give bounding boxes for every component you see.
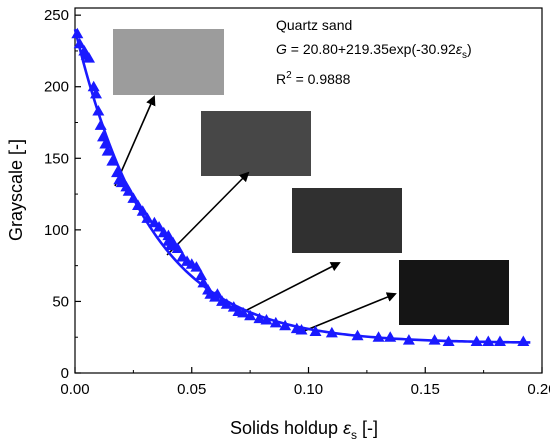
x-axis-title-main: Solids holdup bbox=[230, 418, 343, 438]
x-axis-title-symbol: ε bbox=[343, 418, 352, 438]
data-point bbox=[372, 331, 385, 342]
equation-subscript: s bbox=[462, 50, 467, 61]
y-tick-label: 50 bbox=[52, 293, 69, 310]
data-point bbox=[94, 119, 107, 130]
inset-image-2 bbox=[201, 111, 311, 176]
data-point bbox=[162, 229, 175, 241]
data-point bbox=[402, 334, 415, 345]
data-point bbox=[269, 316, 282, 328]
data-point bbox=[325, 326, 338, 338]
data-point bbox=[92, 105, 105, 116]
data-point bbox=[127, 192, 140, 203]
data-point bbox=[470, 335, 483, 347]
annotation-equation: G = 20.80+219.35exp(-30.92εs) bbox=[276, 41, 472, 61]
data-point bbox=[106, 155, 119, 166]
data-point bbox=[244, 309, 257, 321]
data-point bbox=[171, 242, 184, 253]
arrow-3 bbox=[240, 262, 341, 314]
x-tick-label: 0.00 bbox=[60, 381, 89, 398]
data-point bbox=[279, 319, 292, 331]
data-point bbox=[167, 236, 180, 248]
data-point bbox=[220, 298, 233, 309]
y-tick-label: 200 bbox=[44, 79, 69, 96]
y-tick-label: 250 bbox=[44, 7, 69, 24]
arrow-4 bbox=[303, 292, 397, 332]
data-point bbox=[73, 37, 86, 49]
data-point bbox=[97, 130, 110, 142]
equation-rhs-head: = 20.80+219.35exp(-30.92 bbox=[287, 41, 456, 57]
data-point bbox=[136, 205, 149, 216]
data-point bbox=[482, 335, 495, 347]
image-insets bbox=[113, 29, 509, 325]
y-axis-title: Grayscale [-] bbox=[6, 139, 26, 241]
inset-image-4 bbox=[399, 260, 509, 325]
r2-base: R bbox=[276, 71, 286, 87]
r2-value: = 0.9888 bbox=[292, 71, 351, 87]
x-axis-title-unit: [-] bbox=[357, 418, 378, 438]
data-point bbox=[132, 199, 145, 211]
data-point bbox=[90, 87, 103, 99]
data-point bbox=[428, 334, 441, 345]
inset-image-3 bbox=[292, 188, 402, 253]
data-point bbox=[83, 52, 96, 63]
data-point bbox=[190, 261, 203, 272]
data-point bbox=[517, 335, 530, 347]
data-point bbox=[211, 288, 224, 299]
data-point bbox=[253, 312, 266, 324]
r2-exponent: 2 bbox=[286, 70, 292, 81]
x-tick-label: 0.20 bbox=[527, 381, 550, 398]
x-axis-title-subscript: s bbox=[351, 428, 357, 442]
data-point bbox=[101, 145, 114, 156]
equation-tail: ) bbox=[467, 41, 472, 57]
y-tick-label: 0 bbox=[61, 365, 69, 382]
data-point bbox=[384, 331, 397, 342]
data-point bbox=[493, 335, 506, 347]
x-tick-label: 0.10 bbox=[294, 381, 323, 398]
data-point bbox=[111, 166, 124, 178]
data-point bbox=[71, 27, 84, 39]
data-point bbox=[141, 212, 154, 223]
data-point bbox=[99, 137, 112, 149]
data-point bbox=[197, 276, 210, 288]
data-point bbox=[351, 329, 364, 341]
y-tick-label: 100 bbox=[44, 222, 69, 239]
inset-image-1 bbox=[113, 29, 224, 95]
x-tick-label: 0.15 bbox=[411, 381, 440, 398]
data-point bbox=[153, 221, 166, 232]
data-point bbox=[195, 269, 208, 281]
data-point bbox=[260, 314, 273, 325]
data-point bbox=[87, 80, 100, 92]
y-tick-label: 150 bbox=[44, 150, 69, 167]
annotation-r-squared: R2 = 0.9888 bbox=[276, 70, 351, 87]
data-markers bbox=[71, 27, 530, 347]
arrow-2 bbox=[166, 171, 250, 256]
data-point bbox=[122, 185, 135, 196]
x-tick-label: 0.05 bbox=[177, 381, 206, 398]
data-point bbox=[309, 325, 322, 336]
data-point bbox=[237, 306, 250, 318]
y-axis-ticks: 0 50 100 150 200 250 bbox=[44, 7, 81, 382]
equation-symbol: ε bbox=[456, 41, 463, 57]
data-point bbox=[295, 324, 308, 335]
x-axis-title: Solids holdup εs [-] bbox=[230, 418, 378, 442]
annotation-material: Quartz sand bbox=[276, 17, 352, 33]
x-axis-ticks: 0.00 0.05 0.10 0.15 0.20 bbox=[60, 367, 550, 398]
equation-lhs: G bbox=[276, 41, 287, 57]
data-point bbox=[442, 335, 455, 347]
